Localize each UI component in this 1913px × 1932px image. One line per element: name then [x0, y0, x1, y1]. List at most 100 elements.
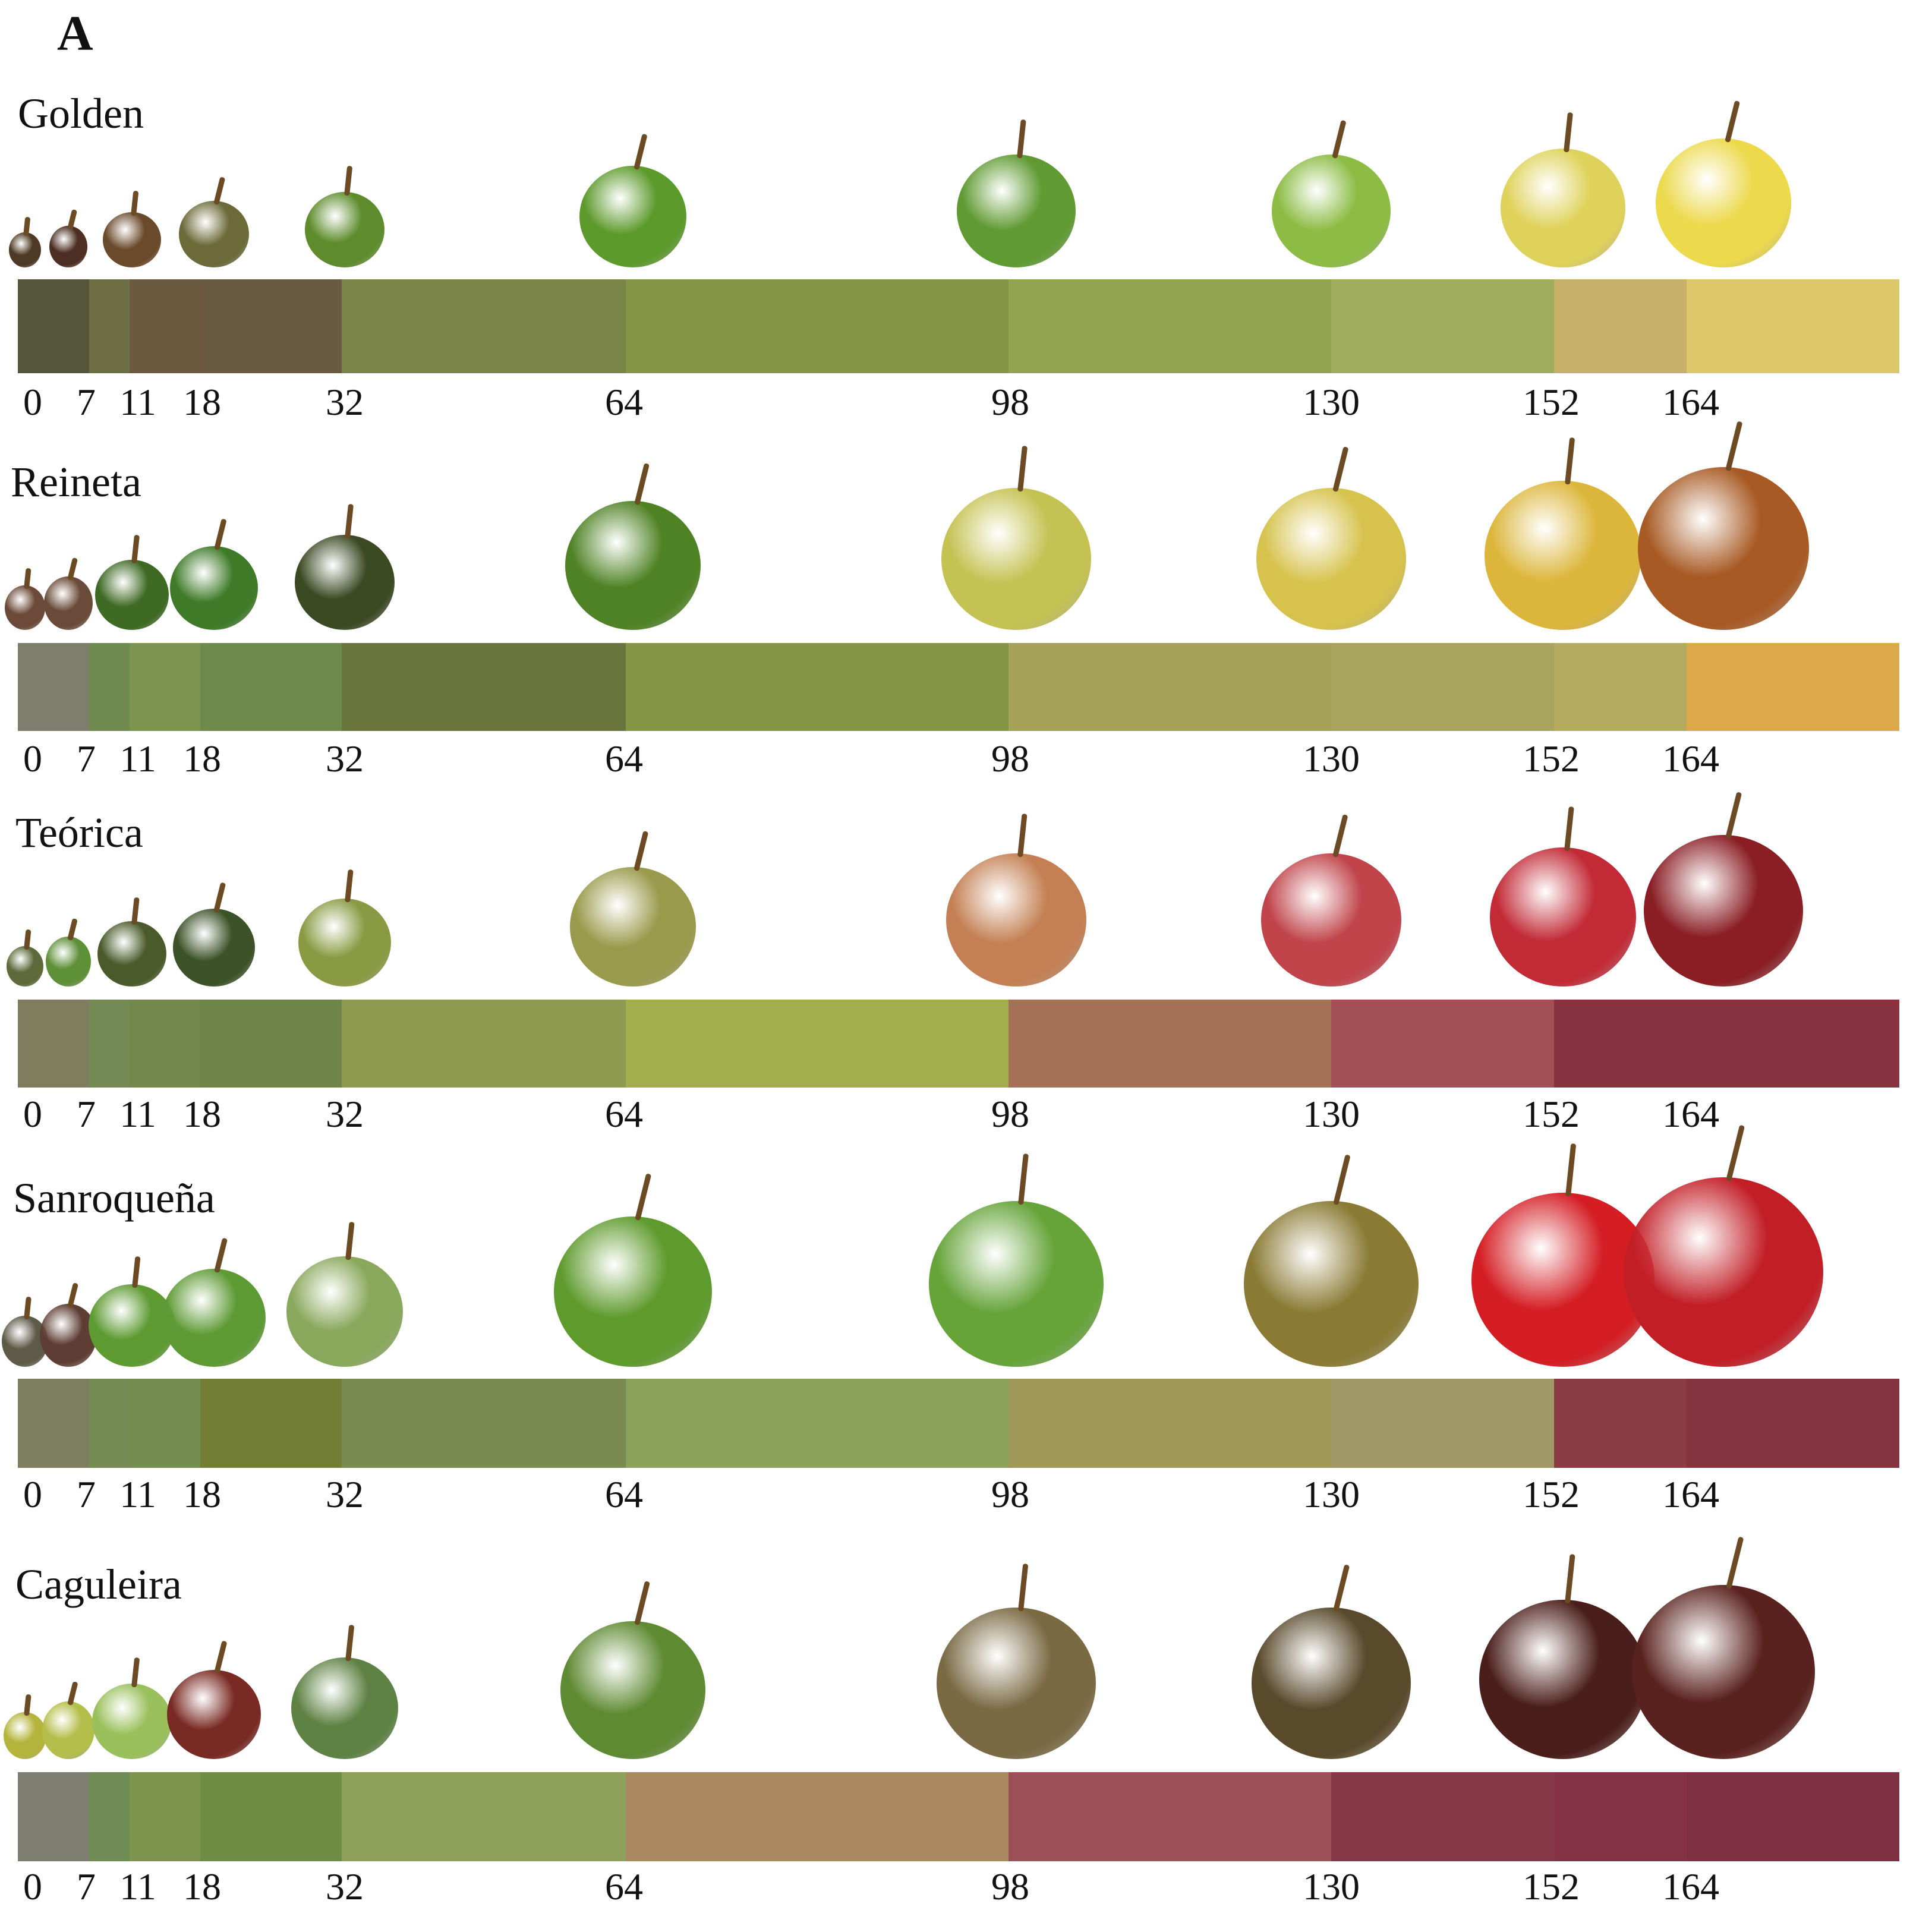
color-bar — [18, 643, 1899, 731]
variety-name: Sanroqueña — [13, 1174, 215, 1222]
day-tick-label: 11 — [119, 1865, 156, 1908]
color-segment — [1554, 279, 1687, 373]
day-tick-label: 152 — [1523, 1865, 1580, 1908]
fruit-image — [1490, 847, 1636, 987]
color-bar — [18, 1772, 1899, 1861]
fruit-stem — [1018, 1563, 1029, 1612]
day-tick-label: 64 — [605, 737, 643, 780]
fruit-stem — [635, 1173, 652, 1221]
color-bar — [18, 1379, 1899, 1468]
day-axis: 0 7 11 18 32 64 98 130 152 164 — [0, 737, 1913, 784]
variety-row: Golden 0 7 11 18 32 64 98 130 152 164 — [0, 89, 1913, 434]
color-segment — [1554, 1000, 1687, 1088]
fruit-stem — [67, 1282, 79, 1309]
fruit-stem — [634, 133, 648, 171]
day-tick-label: 152 — [1523, 737, 1580, 780]
day-tick-label: 0 — [23, 1473, 42, 1515]
fruit-stem — [1726, 1536, 1744, 1590]
color-segment — [626, 1772, 1008, 1861]
color-segment — [1008, 1000, 1331, 1088]
fruit-image — [42, 1701, 94, 1759]
fruit-stem — [1332, 119, 1347, 159]
day-tick-label: 18 — [183, 381, 221, 423]
day-tick-label: 164 — [1662, 1093, 1719, 1135]
color-bar — [18, 1000, 1899, 1088]
day-axis: 0 7 11 18 32 64 98 130 152 164 — [0, 1865, 1913, 1912]
day-tick-label: 18 — [183, 1473, 221, 1515]
fruit-stem — [1332, 446, 1349, 493]
day-tick-label: 64 — [605, 1093, 643, 1135]
fruit-image — [946, 853, 1086, 987]
fruit-stem — [1564, 806, 1574, 852]
color-segment — [18, 279, 89, 373]
color-segment — [1331, 279, 1554, 373]
fruit-stem — [67, 918, 78, 941]
variety-name: Teórica — [15, 809, 143, 856]
day-tick-label: 64 — [605, 1865, 643, 1908]
fruit-stem — [634, 830, 649, 872]
fruit-stem — [344, 165, 353, 196]
color-segment — [200, 1000, 342, 1088]
day-tick-label: 32 — [326, 381, 364, 423]
color-segment — [626, 1379, 1008, 1468]
day-tick-label: 0 — [23, 737, 42, 780]
day-tick-label: 18 — [183, 737, 221, 780]
fruit-stem — [1565, 1143, 1577, 1197]
fruit-stem — [1564, 112, 1573, 153]
fruit-image — [298, 899, 391, 987]
fruit-image — [9, 232, 41, 267]
fruit-image — [95, 560, 169, 630]
color-segment — [200, 1379, 342, 1468]
fruit-image — [4, 1712, 46, 1759]
fruit-stem — [132, 1256, 141, 1288]
fruit-stem — [1018, 1153, 1029, 1205]
day-tick-label: 130 — [1303, 1473, 1360, 1515]
color-segment — [89, 643, 130, 731]
fruit-image — [5, 585, 45, 630]
color-segment — [130, 1772, 200, 1861]
day-tick-label: 130 — [1303, 737, 1360, 780]
day-tick-label: 11 — [119, 737, 156, 780]
day-tick-label: 152 — [1523, 1093, 1580, 1135]
fruit-stem — [131, 897, 140, 925]
day-tick-label: 98 — [991, 1865, 1029, 1908]
color-segment — [1554, 643, 1687, 731]
color-segment — [130, 1000, 200, 1088]
fruit-image — [40, 1304, 97, 1367]
color-segment — [1687, 1379, 1899, 1468]
fruit-image — [89, 1284, 175, 1367]
color-segment — [1008, 1379, 1331, 1468]
fruit-stem — [1565, 1553, 1575, 1604]
fruit-image — [1656, 138, 1791, 267]
color-segment — [89, 1000, 130, 1088]
fruit-image — [44, 576, 93, 630]
fruit-stem — [67, 1681, 78, 1706]
fruit-stem — [67, 557, 78, 581]
color-segment — [1331, 643, 1554, 731]
color-segment — [626, 643, 1008, 731]
day-tick-label: 32 — [326, 1865, 364, 1908]
fruit-stem — [1565, 437, 1575, 485]
fruit-stem — [345, 869, 354, 903]
fruit-image — [957, 155, 1076, 267]
day-axis: 0 7 11 18 32 64 98 130 152 164 — [0, 380, 1913, 428]
fruit-image — [103, 212, 161, 267]
day-axis: 0 7 11 18 32 64 98 130 152 164 — [0, 1092, 1913, 1140]
day-tick-label: 18 — [183, 1865, 221, 1908]
color-segment — [342, 279, 626, 373]
variety-name: Golden — [18, 90, 144, 137]
fruit-stem — [214, 518, 227, 551]
day-tick-label: 32 — [326, 1473, 364, 1515]
color-segment — [1687, 643, 1899, 731]
fruit-stem — [1725, 100, 1741, 143]
variety-row: Reineta 0 7 11 18 32 64 98 130 152 164 — [0, 421, 1913, 790]
variety-name: Reineta — [11, 458, 141, 506]
color-segment — [1331, 1772, 1554, 1861]
fruit-image — [291, 1657, 398, 1759]
color-segment — [130, 279, 200, 373]
day-tick-label: 130 — [1303, 1093, 1360, 1135]
fruit-image — [554, 1216, 712, 1367]
fruit-stem — [1333, 1154, 1351, 1206]
color-segment — [18, 1000, 89, 1088]
fruit-image — [1485, 481, 1641, 630]
